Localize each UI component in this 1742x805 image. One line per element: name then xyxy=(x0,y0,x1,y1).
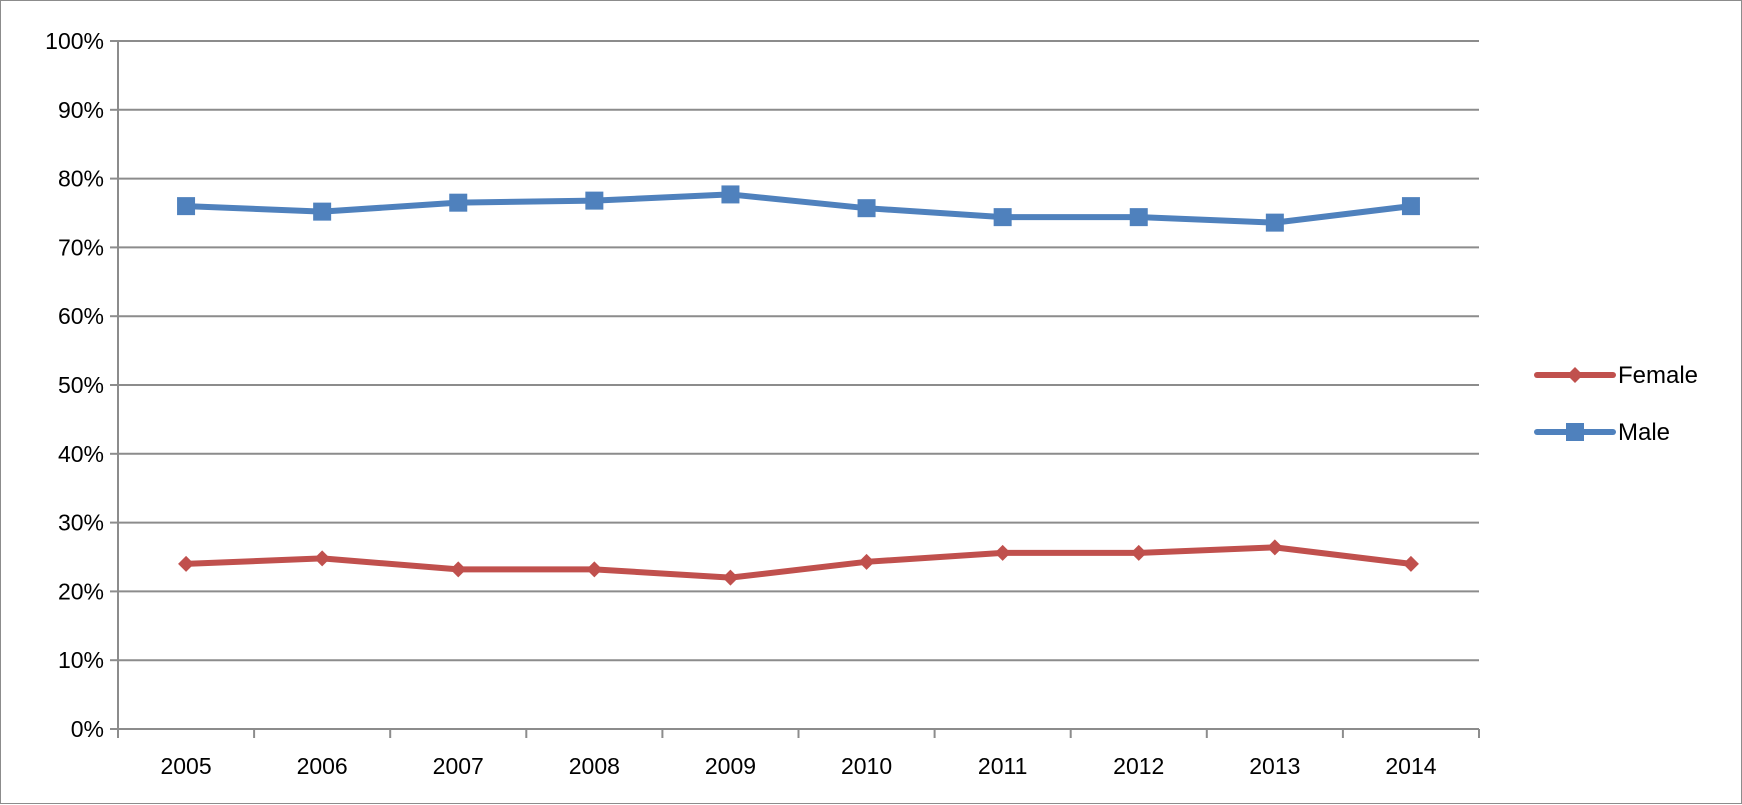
x-tick-label: 2005 xyxy=(160,753,211,779)
x-tick-label: 2014 xyxy=(1385,753,1436,779)
legend-marker xyxy=(1567,367,1583,383)
x-tick-label: 2010 xyxy=(841,753,892,779)
data-point xyxy=(1265,213,1284,232)
y-tick-label: 100% xyxy=(45,28,104,54)
data-point xyxy=(1402,555,1419,572)
data-point xyxy=(314,550,331,567)
legend-label: Female xyxy=(1618,362,1698,389)
series-lines xyxy=(177,185,1420,586)
data-point xyxy=(178,555,195,572)
x-tick-label: 2009 xyxy=(705,753,756,779)
series-line xyxy=(183,544,1414,581)
y-tick-label: 60% xyxy=(58,303,104,329)
axes: 0% 10% 20% 30% 40% 50% 60% 70% 80% 90% 100% 2005 200… xyxy=(45,28,1480,779)
data-point xyxy=(721,185,740,204)
data-point xyxy=(858,553,875,570)
y-tick-label: 10% xyxy=(58,647,104,673)
x-tick-label: 2011 xyxy=(978,753,1027,779)
data-point xyxy=(313,202,332,221)
data-point xyxy=(177,197,196,216)
legend-item-female: Female xyxy=(1534,362,1698,389)
y-tick-label: 80% xyxy=(58,166,104,192)
data-point xyxy=(586,561,603,578)
data-point xyxy=(994,544,1011,561)
y-tick-label: 70% xyxy=(58,234,104,260)
data-point xyxy=(450,561,467,578)
y-tick-label: 20% xyxy=(58,578,104,604)
x-tick-label: 2008 xyxy=(569,753,620,779)
series-female xyxy=(178,539,1419,586)
legend: Female Male xyxy=(1534,362,1698,446)
data-point xyxy=(1129,208,1148,227)
data-point xyxy=(585,191,604,210)
series-male xyxy=(177,185,1420,232)
data-point xyxy=(449,193,468,212)
data-point xyxy=(1130,544,1147,561)
y-tick-label: 0% xyxy=(71,716,104,742)
series-line xyxy=(183,191,1414,226)
data-point xyxy=(1266,539,1283,556)
data-point xyxy=(993,208,1012,227)
y-tick-label: 90% xyxy=(58,97,104,123)
legend-label: Male xyxy=(1618,419,1670,446)
y-tick-label: 40% xyxy=(58,441,104,467)
y-tick-label: 50% xyxy=(58,372,104,398)
gridlines xyxy=(118,40,1479,662)
y-tick-label: 30% xyxy=(58,510,104,536)
legend-marker xyxy=(1566,423,1584,441)
data-point xyxy=(1401,197,1420,216)
x-tick-label: 2013 xyxy=(1249,753,1300,779)
legend-item-male: Male xyxy=(1534,419,1670,446)
data-point xyxy=(722,569,739,586)
x-tick-label: 2007 xyxy=(433,753,484,779)
x-tick-label: 2012 xyxy=(1113,753,1164,779)
data-point xyxy=(857,199,876,218)
x-tick-label: 2006 xyxy=(297,753,348,779)
